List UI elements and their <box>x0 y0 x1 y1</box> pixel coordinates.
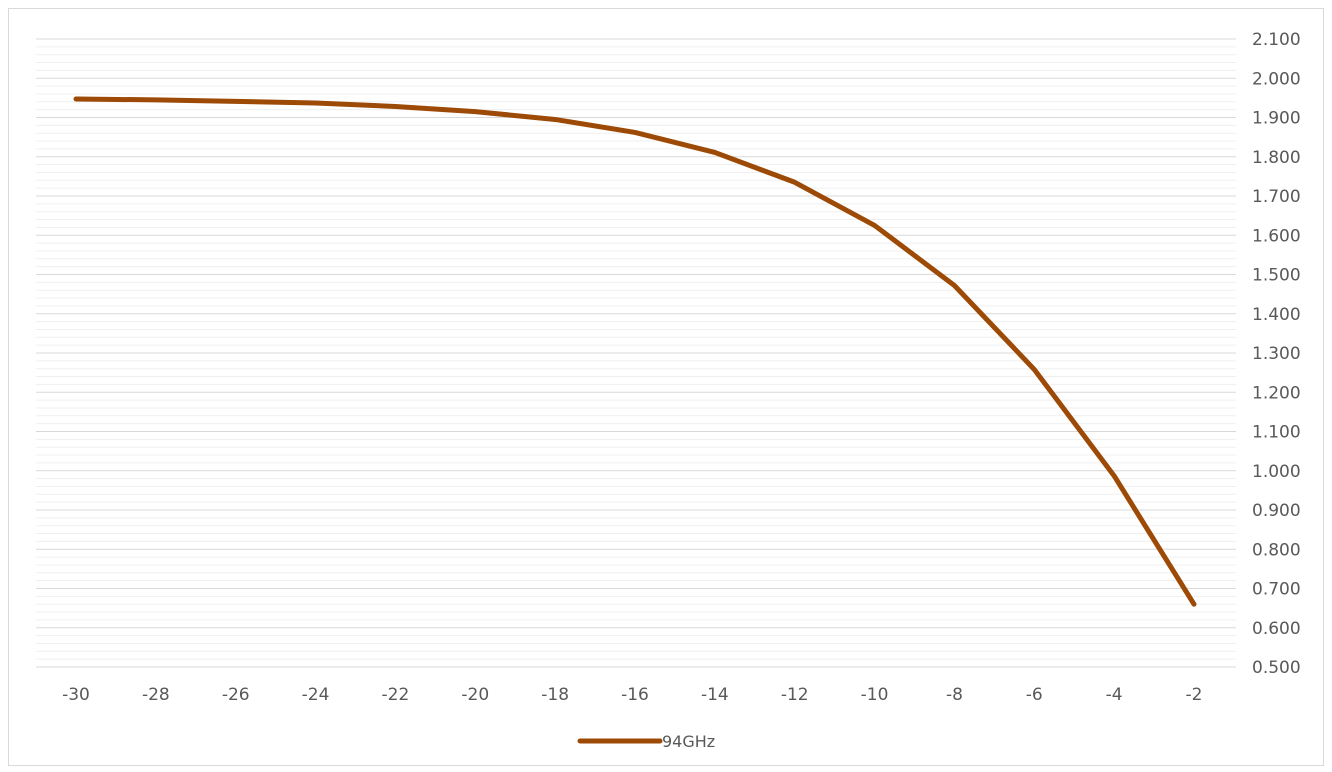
y-tick-label: 2.000 <box>1252 69 1301 89</box>
y-tick-label: 1.200 <box>1252 383 1301 403</box>
y-tick-label: 0.800 <box>1252 540 1301 560</box>
chart-frame <box>8 8 1324 766</box>
x-axis-tick-labels: -30 -28 -26 -24 -22 -20 -18 -16 -14 -12 -10 -8 -6 -4 -… <box>62 685 1202 705</box>
y-tick-label: 1.600 <box>1252 226 1301 246</box>
data-point <box>554 118 556 120</box>
y-tick-label: 0.600 <box>1252 619 1301 639</box>
x-tick-label: -8 <box>946 685 963 705</box>
x-tick-label: -10 <box>861 685 889 705</box>
legend-label: 94GHz <box>662 732 715 751</box>
y-tick-label: 2.100 <box>1252 30 1301 50</box>
y-tick-label: 0.700 <box>1252 580 1301 600</box>
y-tick-label: 1.500 <box>1252 266 1301 286</box>
data-point <box>874 224 876 226</box>
series-layer <box>73 96 1197 607</box>
data-point <box>794 181 796 183</box>
data-point <box>474 111 476 113</box>
gridlines <box>36 38 1236 668</box>
x-tick-label: -6 <box>1026 685 1043 705</box>
x-tick-label: -18 <box>541 685 569 705</box>
x-tick-label: -22 <box>382 685 410 705</box>
data-point <box>75 98 77 100</box>
data-point <box>1113 475 1115 477</box>
data-point <box>953 284 955 286</box>
data-point <box>235 100 237 102</box>
y-tick-label: 1.400 <box>1252 305 1301 325</box>
y-tick-label: 1.000 <box>1252 462 1301 482</box>
x-tick-label: -24 <box>302 685 330 705</box>
legend: 94GHz <box>577 732 715 751</box>
data-point <box>714 151 716 153</box>
x-tick-label: -30 <box>62 685 90 705</box>
data-point <box>315 102 317 104</box>
x-tick-label: -28 <box>142 685 170 705</box>
y-tick-label: 1.300 <box>1252 344 1301 364</box>
y-tick-label: 1.900 <box>1252 109 1301 129</box>
data-point <box>1033 368 1035 370</box>
y-tick-label: 0.900 <box>1252 501 1301 521</box>
data-point <box>155 99 157 101</box>
x-tick-label: -26 <box>222 685 250 705</box>
x-tick-label: -4 <box>1106 685 1123 705</box>
y-tick-label: 1.100 <box>1252 423 1301 443</box>
y-tick-label: 0.500 <box>1252 658 1301 678</box>
x-tick-label: -16 <box>621 685 649 705</box>
data-point <box>634 131 636 133</box>
series-line-94GHz <box>73 96 1197 607</box>
x-tick-label: -2 <box>1186 685 1203 705</box>
x-tick-label: -14 <box>701 685 729 705</box>
x-tick-label: -20 <box>461 685 489 705</box>
data-point <box>1193 603 1195 605</box>
y-tick-label: 1.700 <box>1252 187 1301 207</box>
x-tick-label: -12 <box>781 685 809 705</box>
y-axis-tick-labels: 0.500 0.600 0.700 0.800 0.900 1.000 1.100 1.200… <box>1252 30 1301 678</box>
y-tick-label: 1.800 <box>1252 148 1301 168</box>
data-point <box>394 106 396 108</box>
